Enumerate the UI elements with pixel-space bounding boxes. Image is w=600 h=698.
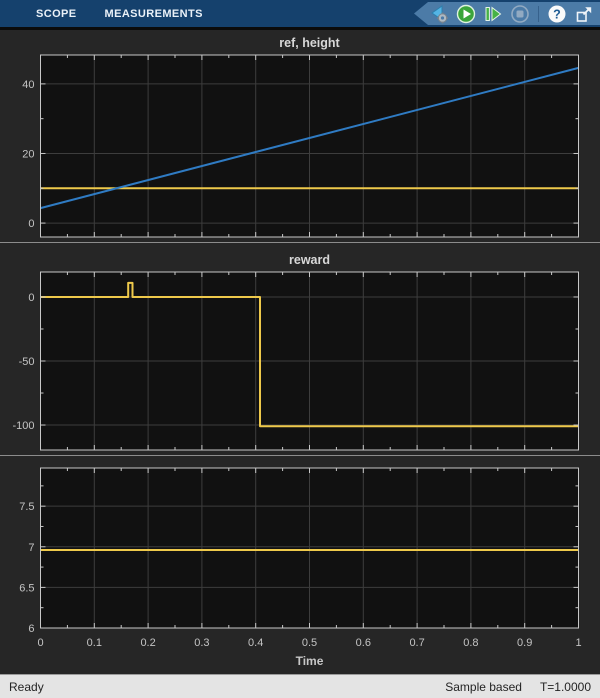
svg-text:0: 0 [37, 637, 43, 649]
run-button[interactable] [454, 3, 478, 25]
toolbar-quick-access: ? [414, 2, 600, 25]
step-forward-icon [485, 5, 502, 22]
step-forward-button[interactable] [481, 3, 505, 25]
svg-text:0.1: 0.1 [87, 637, 102, 649]
toolbar-divider [538, 5, 539, 22]
scope-display-area: 0 20 40 ref, height 0 -50 -100 reward 6 6.5 7 7.5… [0, 30, 600, 674]
svg-text:-50: -50 [19, 356, 35, 368]
plot-panel-ref-height: 0 20 40 ref, height [0, 30, 600, 242]
svg-text:6.5: 6.5 [19, 582, 34, 594]
svg-text:40: 40 [22, 79, 34, 91]
svg-text:-100: -100 [12, 420, 34, 432]
tab-measurements[interactable]: MEASUREMENTS [91, 0, 217, 27]
run-icon [456, 4, 476, 23]
svg-text:1: 1 [575, 637, 581, 649]
stop-button[interactable] [508, 3, 532, 25]
svg-text:0: 0 [28, 218, 34, 230]
svg-text:ref, height: ref, height [279, 36, 340, 50]
tab-scope-label: SCOPE [36, 7, 77, 20]
svg-text:0.6: 0.6 [356, 637, 371, 649]
stepping-options-icon [431, 4, 448, 23]
svg-text:0.7: 0.7 [409, 637, 424, 649]
stop-icon [511, 4, 529, 23]
svg-text:reward: reward [289, 253, 330, 267]
plot-panel-bottom: 6 6.5 7 7.5 0 0.1 0.2 0.3 0.4 0.5 0.6 0.7 0.8 0.9 1 Tim… [0, 456, 600, 674]
stepping-options-button[interactable] [427, 3, 451, 25]
svg-text:0.9: 0.9 [517, 637, 532, 649]
svg-text:?: ? [553, 7, 561, 21]
plot-reward[interactable]: 0 -50 -100 reward [0, 243, 600, 455]
toolbar-underline [0, 27, 600, 30]
svg-text:0.2: 0.2 [140, 637, 155, 649]
plot-panel-reward: 0 -50 -100 reward [0, 243, 600, 455]
status-message: Ready [9, 679, 44, 694]
plot-ref-height[interactable]: 0 20 40 ref, height [0, 30, 600, 242]
pop-out-icon [576, 6, 592, 22]
status-sample-mode: Sample based [445, 679, 522, 694]
svg-text:0: 0 [28, 292, 34, 304]
status-bar: Ready Sample based T=1.0000 [0, 674, 600, 698]
svg-text:7.5: 7.5 [19, 501, 34, 513]
svg-text:6: 6 [28, 623, 34, 635]
svg-text:0.4: 0.4 [248, 637, 263, 649]
svg-text:20: 20 [22, 148, 34, 160]
tab-scope[interactable]: SCOPE [22, 0, 91, 27]
tab-measurements-label: MEASUREMENTS [104, 7, 203, 20]
panel-separator [0, 242, 600, 243]
svg-text:7: 7 [28, 542, 34, 554]
panel-separator [0, 455, 600, 456]
help-icon: ? [548, 5, 566, 22]
svg-text:0.8: 0.8 [463, 637, 478, 649]
svg-text:Time: Time [296, 654, 324, 668]
svg-text:0.5: 0.5 [302, 637, 317, 649]
svg-text:0.3: 0.3 [194, 637, 209, 649]
pop-out-button[interactable] [572, 3, 596, 25]
status-sim-time: T=1.0000 [539, 679, 591, 694]
toolstrip: SCOPE MEASUREMENTS [0, 0, 600, 27]
help-button[interactable]: ? [545, 3, 569, 25]
plot-bottom-signal[interactable]: 6 6.5 7 7.5 0 0.1 0.2 0.3 0.4 0.5 0.6 0.7 0.8 0.9 1 Tim… [0, 456, 600, 674]
